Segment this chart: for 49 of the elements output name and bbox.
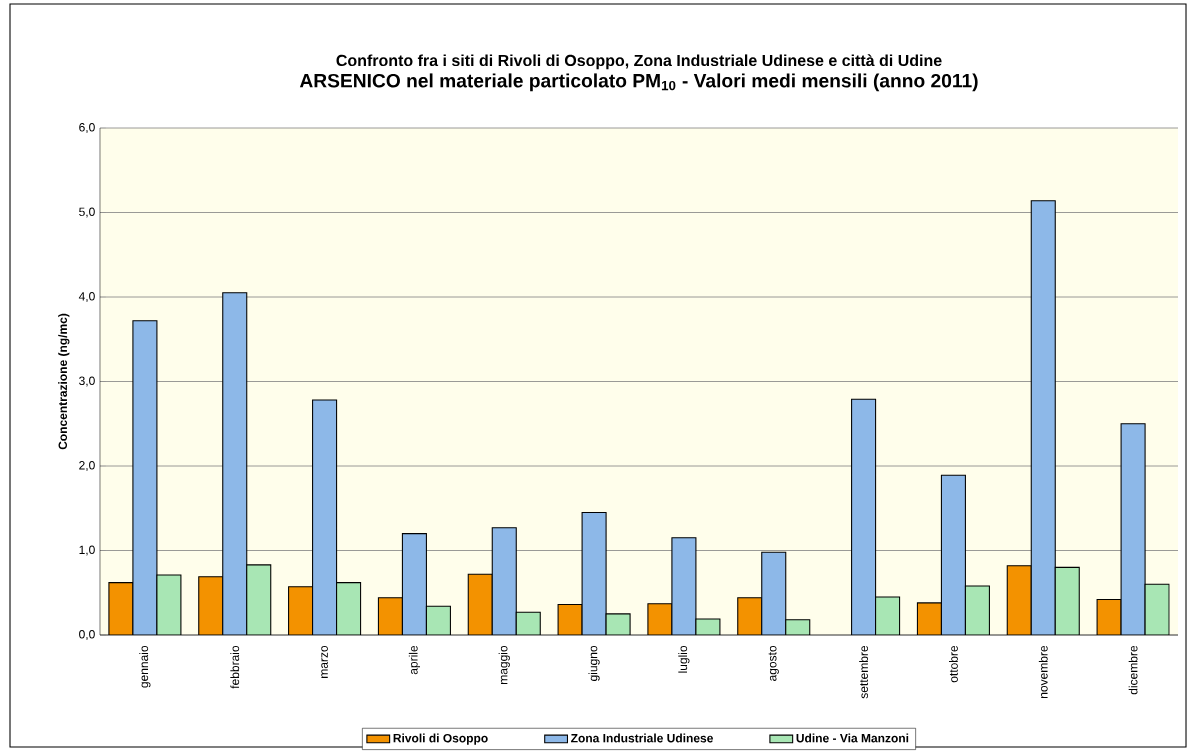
bar	[1054, 566, 1080, 635]
bar	[401, 533, 427, 635]
legend-label: Zona Industriale Udinese	[571, 733, 713, 743]
bar	[288, 586, 314, 635]
x-tick-label: giugno	[588, 645, 600, 681]
legend-label: Rivoli di Osoppo	[393, 733, 488, 745]
chart-title: Confronto fra i siti di Rivoli di Osoppo, Zona Industriale Udinese e città di Udine	[336, 54, 942, 70]
y-axis-title: Concentrazione (ng/mc)	[58, 313, 70, 450]
bar	[336, 582, 362, 635]
bar	[671, 537, 697, 635]
bar	[246, 564, 272, 635]
bar	[1006, 565, 1032, 635]
x-tick-label: novembre	[1038, 645, 1048, 698]
x-tick-label: febbraio	[230, 645, 240, 689]
bar	[581, 511, 607, 635]
chart-subtitle: ARSENICO nel materiale particolato PM$_{10}$ - Valori medi mensili (anno 2011)	[299, 73, 978, 92]
bar	[467, 573, 493, 635]
x-tick-label: gennaio	[139, 645, 151, 688]
x-tick-label: ottobre	[949, 645, 958, 683]
x-tick-label: agosto	[768, 645, 779, 681]
bar	[1120, 423, 1146, 635]
y-tick-label: 6,0	[79, 123, 95, 133]
y-tick-label: 0,0	[79, 630, 95, 640]
x-tick-label: aprile	[408, 645, 421, 675]
bar	[198, 576, 224, 635]
bar	[964, 585, 990, 635]
x-tick-label: marzo	[321, 645, 328, 678]
bar	[425, 605, 451, 635]
bar	[875, 596, 901, 635]
bar	[761, 551, 787, 635]
bar	[377, 597, 403, 635]
bar	[132, 320, 158, 635]
y-tick-label: 4,0	[78, 292, 95, 302]
y-tick-label: 2,0	[79, 461, 95, 471]
bar	[1030, 200, 1056, 635]
y-tick-label: 1,0	[79, 545, 95, 556]
bar	[312, 399, 338, 635]
bar	[737, 597, 763, 635]
x-tick-label: maggio	[498, 645, 510, 684]
x-tick-label: settembre	[859, 645, 868, 699]
y-tick-label: 3,0	[79, 376, 95, 387]
bar	[851, 398, 877, 635]
legend-label: Udine - Via Manzoni	[796, 733, 909, 743]
x-tick-label: dicembre	[1128, 645, 1138, 695]
y-tick-label: 5,0	[79, 207, 95, 218]
x-tick-label: luglio	[678, 645, 690, 673]
bar	[491, 527, 517, 635]
bar	[940, 474, 966, 635]
bar	[222, 292, 248, 635]
